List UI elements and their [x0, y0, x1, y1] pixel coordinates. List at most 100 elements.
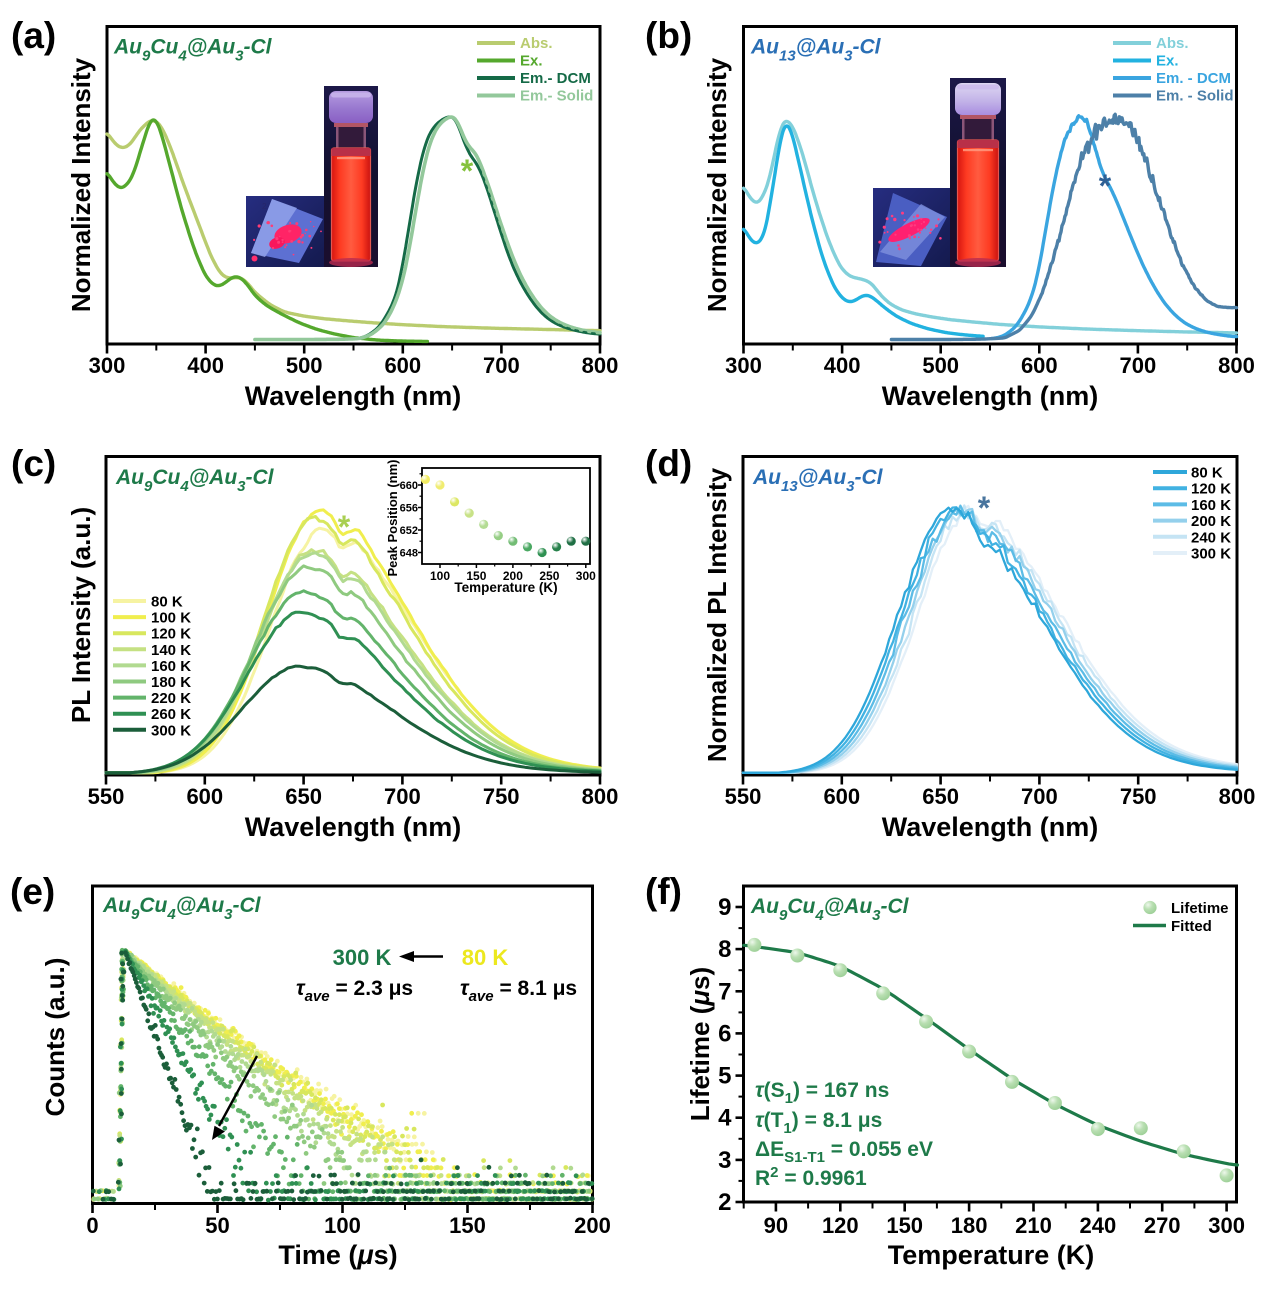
svg-text:660: 660 — [400, 480, 418, 492]
svg-text:R2 = 0.9961: R2 = 0.9961 — [755, 1164, 867, 1190]
svg-text:120 K: 120 K — [1191, 481, 1231, 498]
svg-text:260 K: 260 K — [151, 706, 191, 723]
svg-text:160 K: 160 K — [151, 658, 191, 675]
svg-text:Wavelength (nm): Wavelength (nm) — [245, 381, 462, 411]
svg-text:600: 600 — [384, 353, 421, 378]
svg-text:ΔES1-T1 = 0.055 eV: ΔES1-T1 = 0.055 eV — [755, 1138, 933, 1166]
svg-text:100 K: 100 K — [151, 610, 191, 627]
svg-text:750: 750 — [483, 784, 520, 809]
svg-text:(c): (c) — [11, 443, 56, 484]
svg-text:τ(T1) = 8.1 μs: τ(T1) = 8.1 μs — [755, 1109, 882, 1137]
svg-text:120: 120 — [822, 1213, 859, 1238]
svg-text:220 K: 220 K — [151, 690, 191, 707]
svg-text:Em.- Solid: Em.- Solid — [520, 88, 593, 105]
svg-text:500: 500 — [922, 353, 959, 378]
svg-text:300: 300 — [1208, 1213, 1245, 1238]
svg-text:750: 750 — [1120, 784, 1157, 809]
svg-text:150: 150 — [466, 569, 486, 583]
svg-text:160 K: 160 K — [1191, 497, 1231, 514]
svg-text:Wavelength (nm): Wavelength (nm) — [245, 812, 462, 842]
svg-text:650: 650 — [922, 784, 959, 809]
svg-text:PL Intensity (a.u.): PL Intensity (a.u.) — [66, 507, 96, 723]
svg-text:Abs.: Abs. — [1156, 35, 1189, 52]
svg-text:100: 100 — [430, 569, 450, 583]
svg-text:150: 150 — [449, 1213, 486, 1238]
svg-text:210: 210 — [1015, 1213, 1052, 1238]
svg-text:600: 600 — [823, 784, 860, 809]
svg-text:*: * — [461, 153, 474, 189]
svg-text:*: * — [978, 490, 991, 526]
svg-text:300 K: 300 K — [1191, 546, 1231, 563]
svg-text:*: * — [338, 509, 351, 545]
svg-text:Temperature (K): Temperature (K) — [454, 580, 557, 595]
svg-text:2: 2 — [262, 202, 267, 211]
svg-text:Wavelength (nm): Wavelength (nm) — [882, 812, 1099, 842]
svg-text:(a): (a) — [11, 15, 56, 56]
svg-text:τ(S1) = 167 ns: τ(S1) = 167 ns — [755, 1079, 889, 1107]
svg-text:Em. - Solid: Em. - Solid — [1156, 88, 1234, 105]
svg-text:700: 700 — [1021, 784, 1058, 809]
svg-text:9: 9 — [718, 894, 731, 921]
svg-text:652: 652 — [400, 525, 418, 537]
svg-text:Abs.: Abs. — [520, 35, 553, 52]
svg-text:656: 656 — [400, 503, 418, 515]
svg-text:Au9Cu4@Au3-Cl: Au9Cu4@Au3-Cl — [115, 466, 275, 495]
svg-text:Ex.: Ex. — [1156, 53, 1179, 70]
svg-text:Au13@Au3-Cl: Au13@Au3-Cl — [750, 36, 882, 65]
svg-text:400: 400 — [824, 353, 861, 378]
svg-text:700: 700 — [1120, 353, 1157, 378]
svg-text:Peak Position (nm): Peak Position (nm) — [385, 459, 400, 576]
svg-text:Em.- DCM: Em.- DCM — [520, 70, 591, 87]
svg-text:550: 550 — [88, 784, 125, 809]
svg-text:300 K: 300 K — [333, 945, 392, 970]
svg-text:Au13@Au3-Cl: Au13@Au3-Cl — [752, 466, 884, 495]
svg-text:140 K: 140 K — [151, 642, 191, 659]
svg-text:800: 800 — [1218, 353, 1255, 378]
svg-text:650: 650 — [285, 784, 322, 809]
svg-text:270: 270 — [1144, 1213, 1181, 1238]
svg-text:200: 200 — [574, 1213, 611, 1238]
svg-text:(b): (b) — [645, 15, 692, 56]
svg-text:600: 600 — [186, 784, 223, 809]
svg-text:τave = 8.1 μs: τave = 8.1 μs — [460, 977, 577, 1005]
svg-text:500: 500 — [286, 353, 323, 378]
svg-text:120 K: 120 K — [151, 626, 191, 643]
svg-text:240: 240 — [1080, 1213, 1117, 1238]
svg-text:Lifetime (μs): Lifetime (μs) — [685, 967, 715, 1121]
svg-text:Temperature (K): Temperature (K) — [888, 1240, 1095, 1270]
svg-text:4: 4 — [718, 1105, 732, 1132]
svg-text:90: 90 — [764, 1213, 788, 1238]
svg-text:(f): (f) — [645, 871, 682, 912]
svg-text:τave = 2.3 μs: τave = 2.3 μs — [296, 977, 413, 1005]
svg-text:300: 300 — [725, 353, 762, 378]
svg-text:700: 700 — [384, 784, 421, 809]
svg-text:300 K: 300 K — [151, 722, 191, 739]
svg-text:5: 5 — [718, 1063, 731, 1090]
svg-text:Normalized PL Intensity: Normalized PL Intensity — [702, 467, 732, 762]
svg-text:180 K: 180 K — [151, 674, 191, 691]
svg-text:Time (μs): Time (μs) — [278, 1240, 397, 1270]
svg-text:*: * — [1099, 168, 1112, 204]
svg-text:6: 6 — [718, 1020, 731, 1047]
svg-text:50: 50 — [205, 1213, 229, 1238]
svg-text:0: 0 — [86, 1213, 98, 1238]
svg-text:400: 400 — [187, 353, 224, 378]
svg-text:80 K: 80 K — [1191, 465, 1223, 482]
svg-text:100: 100 — [324, 1213, 361, 1238]
svg-text:Wavelength (nm): Wavelength (nm) — [882, 381, 1099, 411]
svg-text:(e): (e) — [10, 871, 55, 912]
svg-text:800: 800 — [582, 784, 619, 809]
svg-text:Ex.: Ex. — [520, 53, 543, 70]
svg-text:240 K: 240 K — [1191, 529, 1231, 546]
svg-text:Au9Cu4@Au3-Cl: Au9Cu4@Au3-Cl — [113, 36, 273, 65]
svg-text:250: 250 — [539, 569, 559, 583]
svg-text:3: 3 — [718, 1147, 731, 1174]
svg-text:200: 200 — [503, 569, 523, 583]
svg-text:550: 550 — [725, 784, 762, 809]
svg-text:Au9Cu4@Au3-Cl: Au9Cu4@Au3-Cl — [750, 895, 910, 924]
svg-text:7: 7 — [718, 978, 731, 1005]
svg-text:150: 150 — [886, 1213, 923, 1238]
svg-text:Normalized Intensity: Normalized Intensity — [66, 57, 96, 312]
svg-text:180: 180 — [951, 1213, 988, 1238]
svg-text:80 K: 80 K — [462, 945, 509, 970]
